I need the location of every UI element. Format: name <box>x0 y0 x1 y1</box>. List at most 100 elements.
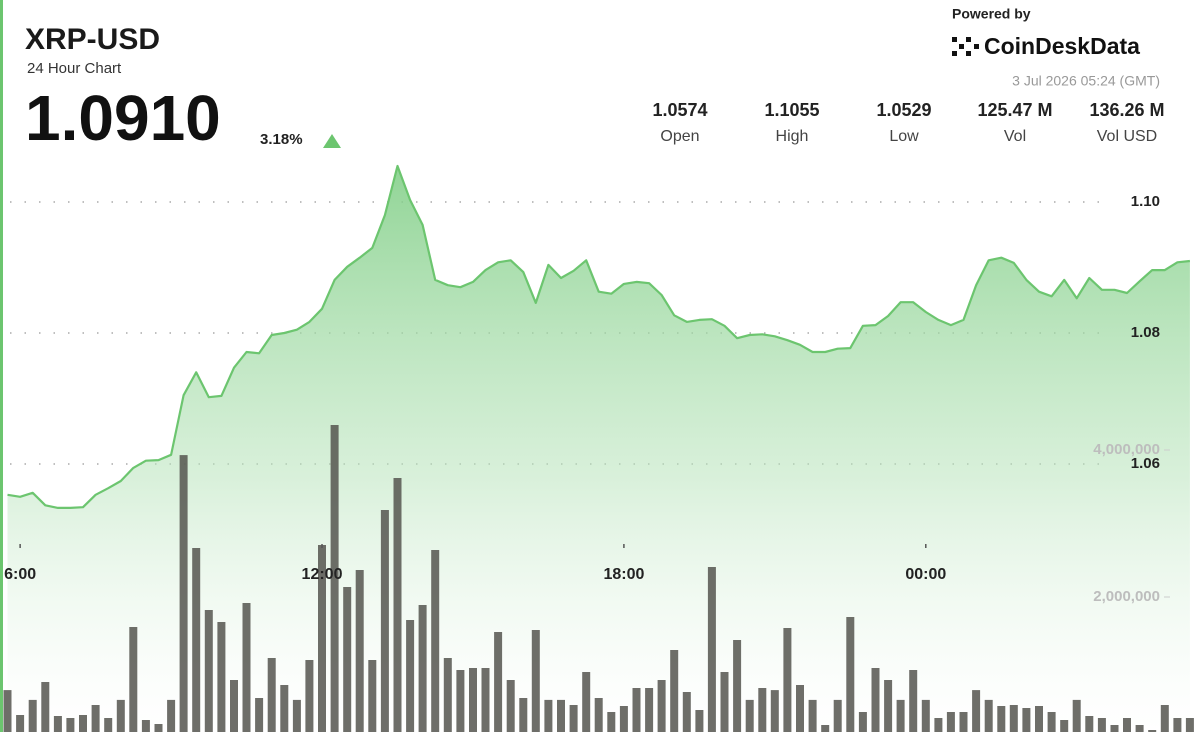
volume-bar <box>670 650 679 737</box>
volume-bar <box>204 610 213 737</box>
y-tick-label: 1.10 <box>1131 193 1160 210</box>
change-percent: 3.18% <box>260 131 303 148</box>
volume-bar <box>1009 705 1018 737</box>
volume-bar <box>154 724 163 737</box>
volume-bar <box>393 478 402 737</box>
x-tick-label: 12:00 <box>302 566 343 583</box>
volume-bar <box>28 699 37 737</box>
volume-bar <box>594 698 603 737</box>
volume-bar <box>255 698 264 737</box>
volume-bar <box>808 699 817 737</box>
volume-bar <box>783 628 792 737</box>
volume-bar <box>53 716 62 737</box>
y2-tick-label: 4,000,000 <box>1093 441 1160 458</box>
volume-bar <box>884 680 893 737</box>
volume-bar <box>431 550 440 737</box>
volume-bar <box>41 682 50 737</box>
volume-bar <box>833 699 842 737</box>
volume-bar <box>1123 718 1131 737</box>
volume-bar <box>481 668 490 737</box>
volume-bar <box>557 699 565 737</box>
volume-bar <box>1072 699 1081 737</box>
left-accent <box>0 0 3 732</box>
volume-bar <box>443 658 452 737</box>
volume-bar <box>946 712 955 737</box>
volume-bar <box>921 699 930 737</box>
volume-bar <box>997 706 1006 737</box>
volume-bar <box>292 699 301 737</box>
volume-bar <box>1085 716 1094 737</box>
volume-bar <box>217 622 226 737</box>
volume-bar <box>619 706 628 737</box>
stat-value: 136.26 M <box>1089 100 1164 120</box>
volume-bar <box>934 718 943 737</box>
brand-icon <box>952 37 979 56</box>
volume-bar <box>720 672 729 737</box>
volume-bar <box>1135 725 1144 737</box>
stat-label: Vol USD <box>1097 128 1157 145</box>
volume-bar <box>959 712 968 737</box>
up-arrow <box>323 134 341 148</box>
volume-bar <box>1060 720 1069 737</box>
powered-by: Powered by <box>952 6 1031 22</box>
stat-label: Open <box>660 128 699 145</box>
title: XRP-USD <box>25 23 160 56</box>
volume-bar <box>104 718 113 737</box>
stat-value: 1.1055 <box>764 100 819 120</box>
volume-bar <box>1047 712 1056 737</box>
volume-bar <box>909 670 918 737</box>
volume-bar <box>230 680 238 737</box>
stat-value: 1.0574 <box>652 100 707 120</box>
volume-bar <box>846 617 855 737</box>
volume-bar <box>330 425 339 737</box>
volume-bar <box>305 660 314 737</box>
volume-bar <box>192 548 201 737</box>
x-tick-label: 18:00 <box>603 566 644 583</box>
stat-value: 1.0529 <box>876 100 931 120</box>
volume-bar <box>167 699 176 737</box>
y2-tick-label: 2,000,000 <box>1093 588 1160 605</box>
volume-bar <box>645 688 654 737</box>
volume-bar <box>582 672 591 737</box>
volume-bar <box>1097 718 1106 737</box>
volume-bar <box>972 690 981 737</box>
volume-bar <box>607 712 616 737</box>
stat-label: Vol <box>1004 128 1026 145</box>
volume-bar <box>1035 706 1043 737</box>
volume-bar <box>91 705 100 737</box>
volume-bar <box>796 685 804 737</box>
volume-bar <box>1173 718 1182 737</box>
price-line <box>7 164 1191 509</box>
volume-bar <box>858 712 867 737</box>
volume-bar <box>506 680 515 737</box>
price-area <box>7 166 1190 732</box>
stat-value: 125.47 M <box>977 100 1052 120</box>
volume-bar <box>531 630 540 737</box>
volume-bar <box>1160 705 1169 737</box>
volume-bar <box>242 603 251 737</box>
volume-bar <box>368 660 377 737</box>
volume-bar <box>519 698 528 737</box>
volume-bar <box>456 670 465 737</box>
volume-bar <box>821 725 830 737</box>
volume-bar <box>116 699 125 737</box>
volume-bar <box>355 570 364 737</box>
timestamp: 3 Jul 2026 05:24 (GMT) <box>1012 73 1160 89</box>
volume-bar <box>657 680 666 737</box>
volume-bar <box>1185 718 1194 737</box>
volume-bar <box>1022 708 1031 737</box>
volume-bar <box>343 587 352 737</box>
volume-bar <box>318 545 326 737</box>
volume-bar <box>79 715 87 737</box>
volume-bar <box>16 715 25 737</box>
volume-bar <box>733 640 742 737</box>
volume-bar <box>380 510 389 737</box>
last-price: 1.0910 <box>25 82 221 154</box>
volume-bar <box>871 668 880 737</box>
volume-bar <box>1110 725 1119 737</box>
volume-bar <box>984 699 993 737</box>
volume-bar <box>544 699 553 737</box>
